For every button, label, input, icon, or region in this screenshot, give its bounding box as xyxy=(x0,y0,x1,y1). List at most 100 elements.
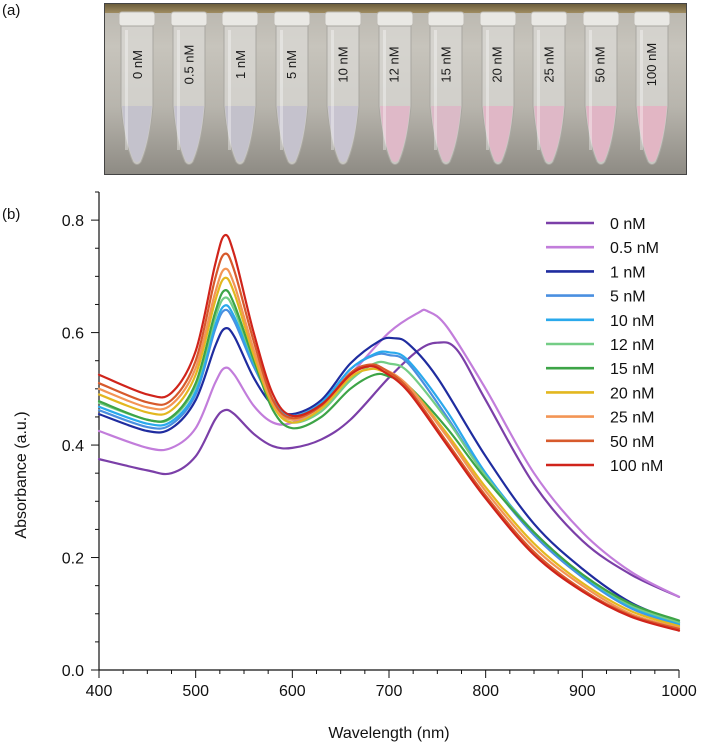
tube-highlight xyxy=(537,30,540,150)
tube-cap xyxy=(479,11,516,27)
legend-label: 100 nM xyxy=(610,458,663,475)
tube-highlight xyxy=(640,30,643,150)
tube-label-text: 100 nM xyxy=(644,42,660,86)
tube-highlight xyxy=(331,30,334,150)
tube-label: 25 nM xyxy=(529,34,569,94)
x-tick-label: 400 xyxy=(86,683,113,700)
tube-highlight xyxy=(125,30,128,150)
tube-liquid xyxy=(122,106,152,162)
tube-label: 10 nM xyxy=(323,34,363,94)
tube-label: 0 nM xyxy=(117,34,157,94)
tube-label-text: 0.5 nM xyxy=(181,44,196,84)
tube-label-text: 50 nM xyxy=(592,45,608,83)
tube-cap xyxy=(118,11,156,27)
absorbance-chart: 400 500 600 700 800 900 1000 0.0 0.2 0.4 0.6 0.8 0 … xyxy=(13,191,697,742)
tube-3: 5 nM xyxy=(272,10,312,170)
tube-6: 15 nM xyxy=(426,10,466,170)
tube-liquid xyxy=(276,106,307,162)
series-lines xyxy=(97,233,681,632)
tube-10: 100 nM xyxy=(632,10,672,170)
tube-cap xyxy=(376,11,413,27)
tube-body xyxy=(221,11,259,165)
tube-cap xyxy=(170,11,207,27)
series-line-5 xyxy=(97,296,681,624)
x-tick-label: 500 xyxy=(182,683,209,700)
tube-7: 20 nM xyxy=(478,10,518,170)
tube-body xyxy=(324,11,362,165)
tube-cap xyxy=(582,11,619,27)
panel-label-b: (b) xyxy=(2,206,21,223)
tube-liquid xyxy=(482,106,513,162)
y-tick-label: 0.8 xyxy=(62,213,84,230)
series-line-8 xyxy=(97,267,681,629)
tube-cap xyxy=(221,11,259,27)
x-tick-label: 1000 xyxy=(661,683,697,700)
tube-body xyxy=(479,11,516,165)
tube-body xyxy=(633,11,671,165)
x-tick-label: 700 xyxy=(376,683,403,700)
series-line-7 xyxy=(97,276,681,628)
tube-liquid xyxy=(637,106,667,162)
tube-cap xyxy=(427,11,465,27)
tube-liquid xyxy=(173,106,204,162)
tube-body xyxy=(273,11,310,165)
tube-body xyxy=(530,11,568,165)
x-tick-label: 900 xyxy=(569,683,596,700)
axes: 400 500 600 700 800 900 1000 0.0 0.2 0.4 0.6 0.8 xyxy=(62,191,697,700)
legend: 0 nM 0.5 nM 1 nM 5 nM 10 nM 12 nM 15 nM 20 nM 25… xyxy=(546,216,663,475)
legend-label: 50 nM xyxy=(610,434,654,451)
series-line-0 xyxy=(97,341,681,598)
tube-label: 1 nM xyxy=(220,34,260,94)
tube-0: 0 nM xyxy=(117,10,157,170)
tube-cap xyxy=(273,11,310,27)
tube-label: 12 nM xyxy=(375,34,415,94)
tube-2: 1 nM xyxy=(220,10,260,170)
tube-label-text: 5 nM xyxy=(284,49,299,79)
legend-label: 1 nM xyxy=(610,264,646,281)
series-line-2 xyxy=(97,326,681,624)
tube-body xyxy=(118,11,156,165)
tube-1: 0.5 nM xyxy=(169,10,209,170)
y-tick-label: 0.4 xyxy=(62,438,84,455)
tube-label-text: 20 nM xyxy=(489,45,505,83)
tube-cap xyxy=(633,11,671,27)
tube-label-text: 10 nM xyxy=(335,45,351,83)
tube-cap xyxy=(324,11,362,27)
tube-liquid xyxy=(328,106,358,162)
tube-liquid xyxy=(585,106,616,162)
x-tick-label: 800 xyxy=(472,683,499,700)
tube-liquid xyxy=(534,106,564,162)
tube-label-text: 15 nM xyxy=(438,45,454,83)
tube-body xyxy=(170,11,207,165)
tube-label: 100 nM xyxy=(632,34,672,94)
tube-liquid xyxy=(225,106,255,162)
series-line-6 xyxy=(97,289,681,622)
tube-liquid xyxy=(431,106,461,162)
tube-label-text: 0 nM xyxy=(129,49,145,79)
panel-label-a: (a) xyxy=(2,2,21,19)
tube-body xyxy=(376,11,413,165)
legend-label: 15 nM xyxy=(610,361,654,378)
tube-highlight xyxy=(279,30,283,150)
tube-label-text: 12 nM xyxy=(386,45,402,83)
tube-highlight xyxy=(434,30,437,150)
legend-label: 0 nM xyxy=(610,216,646,233)
series-line-10 xyxy=(97,233,681,632)
legend-label: 0.5 nM xyxy=(610,240,659,257)
y-tick-label: 0.2 xyxy=(62,551,84,568)
tube-label: 20 nM xyxy=(478,34,518,94)
tube-photo: 0 nM 0.5 nM 1 nM 5 nM 10 nM 12 nM 15 nM 20 nM 25… xyxy=(104,3,687,175)
tube-label-text: 1 nM xyxy=(232,49,248,79)
tube-body xyxy=(427,11,465,165)
tube-liquid xyxy=(379,106,410,162)
x-axis-title: Wavelength (nm) xyxy=(328,725,449,742)
tube-8: 25 nM xyxy=(529,10,569,170)
tube-4: 10 nM xyxy=(323,10,363,170)
legend-label: 10 nM xyxy=(610,313,654,330)
tube-9: 50 nM xyxy=(581,10,621,170)
y-tick-label: 0.0 xyxy=(62,663,84,680)
tube-5: 12 nM xyxy=(375,10,415,170)
tube-label: 15 nM xyxy=(426,34,466,94)
tube-label: 50 nM xyxy=(581,34,621,94)
x-tick-label: 600 xyxy=(279,683,306,700)
